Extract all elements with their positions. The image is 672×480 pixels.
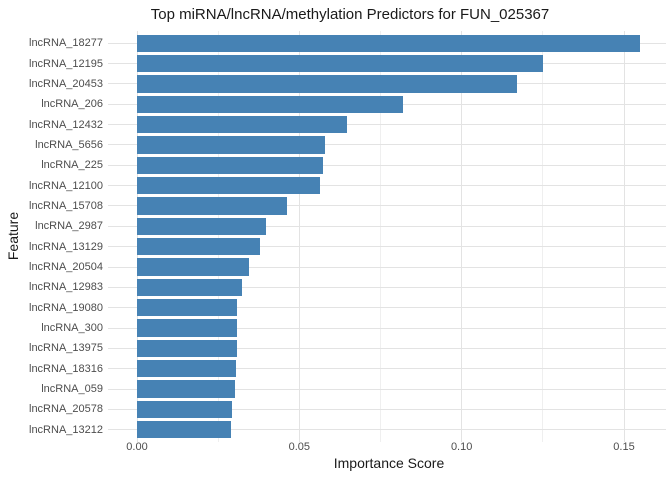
minor-gridline-vertical bbox=[542, 31, 544, 442]
major-gridline-horizontal bbox=[108, 286, 666, 288]
bar-lncRNA_12432 bbox=[137, 115, 347, 134]
y-tick-label: lncRNA_19080 bbox=[29, 301, 103, 314]
y-tick-label: lncRNA_12100 bbox=[29, 179, 103, 192]
major-gridline-horizontal bbox=[108, 408, 666, 410]
major-gridline-horizontal bbox=[108, 429, 666, 431]
bar-lncRNA_12100 bbox=[137, 176, 320, 195]
y-tick-label: lncRNA_206 bbox=[41, 98, 103, 111]
major-gridline-horizontal bbox=[108, 307, 666, 309]
bar-lncRNA_13129 bbox=[137, 238, 261, 256]
y-tick-label: lncRNA_13212 bbox=[29, 423, 103, 436]
major-gridline-horizontal bbox=[108, 327, 666, 329]
y-tick-label: lncRNA_18316 bbox=[29, 362, 103, 375]
major-gridline-vertical bbox=[298, 31, 300, 442]
y-tick-label: lncRNA_059 bbox=[41, 383, 103, 396]
bar-lncRNA_20578 bbox=[137, 400, 233, 419]
y-tick-label: lncRNA_2987 bbox=[35, 220, 103, 233]
bar-lncRNA_300 bbox=[137, 319, 237, 337]
y-tick-label: lncRNA_15708 bbox=[29, 199, 103, 212]
chart-title: Top miRNA/lncRNA/methylation Predictors … bbox=[150, 6, 550, 23]
major-gridline-horizontal bbox=[108, 388, 666, 390]
major-gridline-horizontal bbox=[108, 205, 666, 207]
bar-lncRNA_18277 bbox=[137, 34, 641, 52]
y-tick-label: lncRNA_13975 bbox=[29, 342, 103, 355]
y-tick-label: lncRNA_13129 bbox=[29, 240, 103, 253]
major-gridline-horizontal bbox=[108, 368, 666, 370]
major-gridline-vertical bbox=[461, 31, 463, 442]
x-tick-label: 0.00 bbox=[126, 441, 148, 453]
bar-lncRNA_20453 bbox=[137, 75, 517, 93]
y-tick-label: lncRNA_225 bbox=[41, 159, 103, 172]
y-tick-label: lncRNA_300 bbox=[41, 322, 103, 335]
y-tick-label: lncRNA_12432 bbox=[29, 118, 103, 131]
major-gridline-vertical bbox=[623, 31, 625, 442]
bar-lncRNA_13975 bbox=[137, 339, 237, 358]
minor-gridline-vertical bbox=[380, 31, 381, 442]
x-axis-title: Importance Score bbox=[333, 455, 445, 471]
major-gridline-horizontal bbox=[108, 124, 666, 126]
major-gridline-horizontal bbox=[108, 225, 666, 227]
bar-lncRNA_5656 bbox=[137, 136, 325, 154]
minor-gridline-vertical bbox=[217, 31, 219, 442]
bar-lncRNA_13212 bbox=[137, 421, 231, 439]
bar-lncRNA_12983 bbox=[137, 278, 242, 296]
y-tick-label: lncRNA_18277 bbox=[29, 37, 103, 50]
y-tick-label: lncRNA_20504 bbox=[29, 261, 103, 274]
plot-panel bbox=[108, 31, 666, 442]
major-gridline-horizontal bbox=[108, 246, 666, 248]
major-gridline-vertical bbox=[136, 31, 138, 442]
major-gridline-horizontal bbox=[108, 185, 666, 187]
x-tick-label: 0.10 bbox=[450, 441, 473, 453]
major-gridline-horizontal bbox=[108, 347, 666, 349]
x-tick-label: 0.15 bbox=[613, 441, 635, 453]
y-tick-label: lncRNA_20453 bbox=[29, 77, 103, 90]
bar-lncRNA_19080 bbox=[137, 299, 238, 317]
major-gridline-horizontal bbox=[108, 144, 666, 146]
bar-lncRNA_206 bbox=[137, 95, 404, 113]
y-tick-label: lncRNA_20578 bbox=[29, 403, 103, 416]
bar-lncRNA_2987 bbox=[137, 217, 266, 235]
bar-lncRNA_20504 bbox=[137, 258, 249, 276]
major-gridline-horizontal bbox=[108, 266, 666, 268]
x-tick-label: 0.05 bbox=[288, 441, 311, 453]
y-tick-label: lncRNA_12195 bbox=[29, 57, 103, 70]
major-gridline-horizontal bbox=[108, 164, 666, 166]
bar-lncRNA_12195 bbox=[137, 54, 543, 73]
bar-lncRNA_059 bbox=[137, 380, 236, 398]
bar-lncRNA_18316 bbox=[137, 360, 236, 378]
bar-lncRNA_15708 bbox=[137, 197, 287, 215]
y-tick-label: lncRNA_5656 bbox=[35, 138, 103, 151]
bar-lncRNA_225 bbox=[137, 156, 323, 174]
y-tick-label: lncRNA_12983 bbox=[29, 281, 103, 294]
